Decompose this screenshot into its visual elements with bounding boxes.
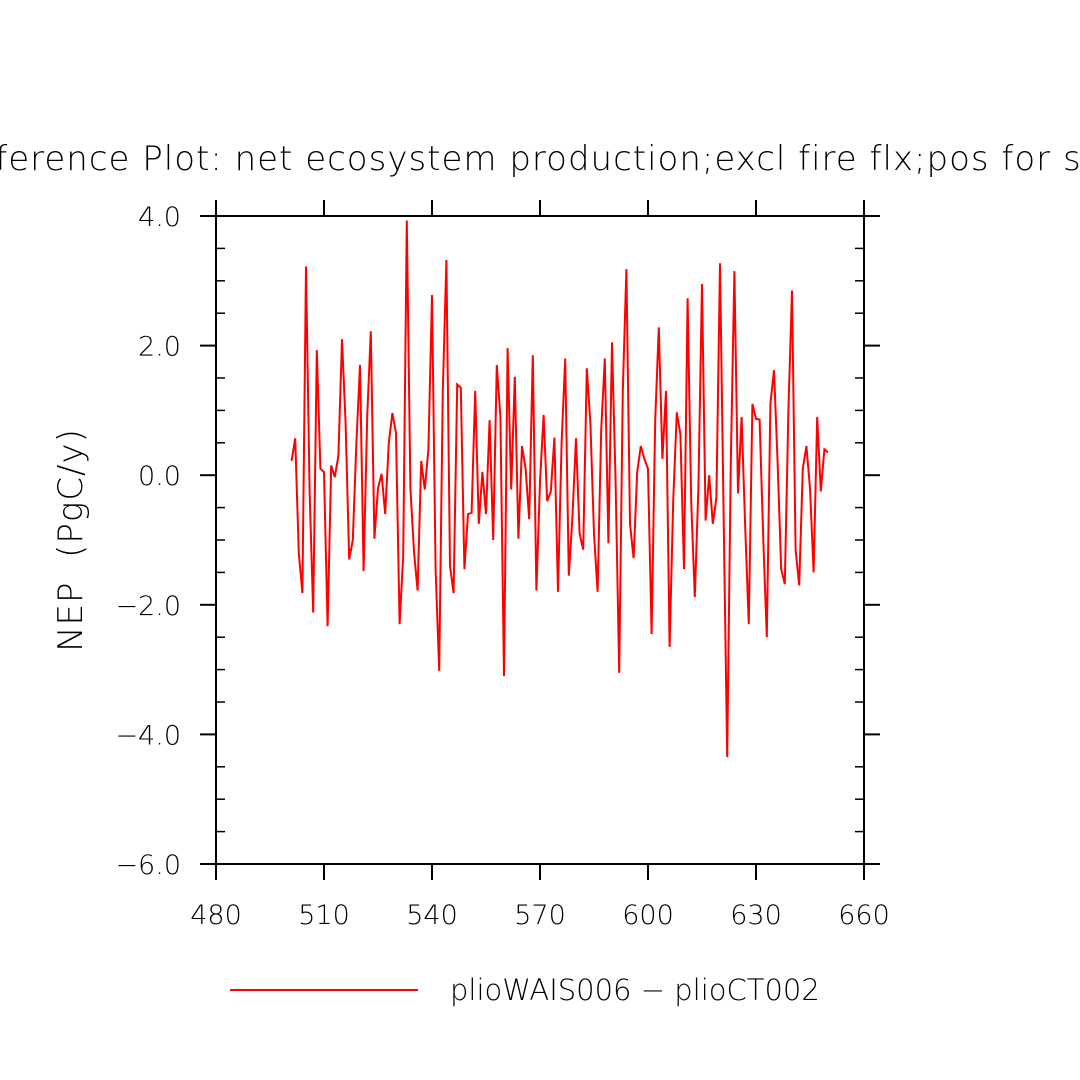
- chart-title: Difference Plot: net ecosystem productio…: [0, 139, 1080, 179]
- x-tick-label: 480: [190, 900, 242, 931]
- series-line: [290, 220, 829, 758]
- series-group: [290, 220, 829, 758]
- legend-entry: plioWAIS006 − plioCT002: [450, 973, 820, 1007]
- x-tick-label: 540: [406, 900, 458, 931]
- y-tick-label: 2.0: [138, 332, 181, 363]
- y-tick-label: 4.0: [138, 202, 181, 233]
- ticks-group: [200, 200, 880, 880]
- x-tick-label: 600: [622, 900, 674, 931]
- y-tick-label: −6.0: [115, 850, 181, 881]
- tick-labels-group: 480 510 540 570 600 630 660 4.0 2.0 0.0 −2.0 −4.0 −6…: [51, 202, 890, 931]
- y-tick-label: 0.0: [138, 461, 181, 492]
- x-tick-label: 660: [838, 900, 890, 931]
- x-tick-label: 630: [730, 900, 782, 931]
- y-axis-label: NEP (PgC/y): [51, 428, 91, 652]
- x-tick-label: 570: [514, 900, 566, 931]
- y-tick-label: −2.0: [115, 591, 181, 622]
- x-tick-label: 510: [298, 900, 350, 931]
- chart-title-group: Difference Plot: net ecosystem productio…: [0, 139, 1080, 179]
- y-tick-label: −4.0: [115, 720, 181, 751]
- legend: plioWAIS006 − plioCT002: [230, 973, 820, 1007]
